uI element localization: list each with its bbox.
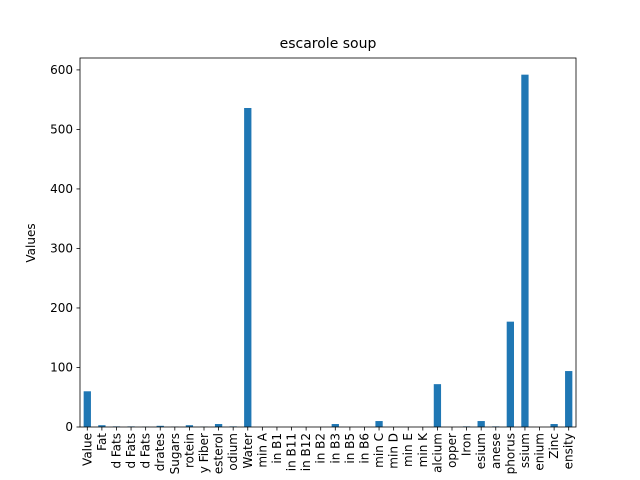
bar-17 [331, 424, 339, 427]
x-tick-label-25: opper [445, 433, 459, 468]
x-tick-label-7: rotein [182, 433, 196, 468]
x-tick-label-3: d Fats [124, 433, 138, 469]
x-tick-label-1: Fat [95, 433, 109, 451]
x-tick-label-0: Value [80, 433, 94, 466]
bar-33 [565, 371, 573, 427]
chart-title: escarole soup [280, 36, 377, 52]
x-tick-label-28: anese [489, 433, 503, 469]
x-tick-label-16: in B2 [314, 433, 328, 464]
x-tick-label-24: alcium [430, 433, 444, 473]
x-tick-label-9: esterol [212, 433, 226, 474]
bar-29 [506, 321, 514, 427]
bar-9 [214, 424, 223, 427]
x-tick-label-18: in B5 [343, 433, 357, 464]
x-tick-label-33: ensity [562, 433, 576, 469]
y-tick-label-3: 300 [50, 241, 73, 255]
x-tick-label-26: Iron [460, 433, 474, 456]
x-tick-label-12: min A [255, 432, 269, 467]
x-tick-label-31: enium [533, 433, 547, 471]
x-tick-label-15: in B12 [299, 433, 313, 471]
x-tick-label-4: d Fats [139, 433, 153, 469]
y-tick-label-4: 400 [50, 182, 73, 196]
x-tick-label-8: y Fiber [197, 433, 211, 473]
bar-1 [98, 425, 106, 427]
y-axis-ticks: 0 100 200 300 400 500 600 [50, 63, 80, 434]
x-tick-label-17: in B3 [328, 433, 342, 464]
bar-7 [185, 425, 194, 427]
x-tick-label-14: in B11 [285, 433, 299, 471]
bar-0 [83, 391, 91, 427]
bar-32 [550, 424, 558, 427]
x-tick-label-13: in B1 [270, 433, 284, 464]
x-tick-label-27: esium [474, 433, 488, 469]
x-tick-label-6: Sugars [168, 433, 182, 474]
x-tick-label-19: in B6 [357, 433, 371, 464]
bar-11 [244, 107, 252, 428]
bar-5 [156, 425, 164, 427]
y-tick-label-0: 0 [65, 420, 73, 434]
bar-20 [375, 421, 383, 427]
bar-30 [521, 74, 529, 427]
x-tick-label-21: min D [387, 433, 401, 469]
x-tick-label-29: phorus [503, 433, 517, 474]
y-tick-label-5: 500 [50, 122, 73, 136]
y-tick-label-2: 200 [50, 301, 73, 315]
x-tick-label-11: Water [241, 433, 255, 469]
x-tick-label-23: min K [416, 432, 430, 467]
bar-24 [433, 384, 442, 427]
y-tick-label-1: 100 [50, 360, 73, 374]
x-tick-label-30: ssium [518, 433, 532, 468]
y-axis-label: Values [24, 223, 38, 262]
plot-frame [79, 57, 577, 428]
x-tick-label-5: drates [153, 433, 167, 471]
x-tick-label-2: d Fats [109, 433, 123, 469]
x-tick-label-32: Zinc [547, 433, 561, 459]
bar-27 [477, 421, 485, 427]
x-tick-label-22: min E [401, 433, 415, 467]
y-tick-label-6: 600 [50, 63, 73, 77]
x-axis-ticks: Value Fat d Fats d Fats d Fats drates Sugars ro… [80, 427, 576, 474]
x-tick-label-10: odium [226, 433, 240, 471]
x-tick-label-20: min C [372, 433, 386, 468]
